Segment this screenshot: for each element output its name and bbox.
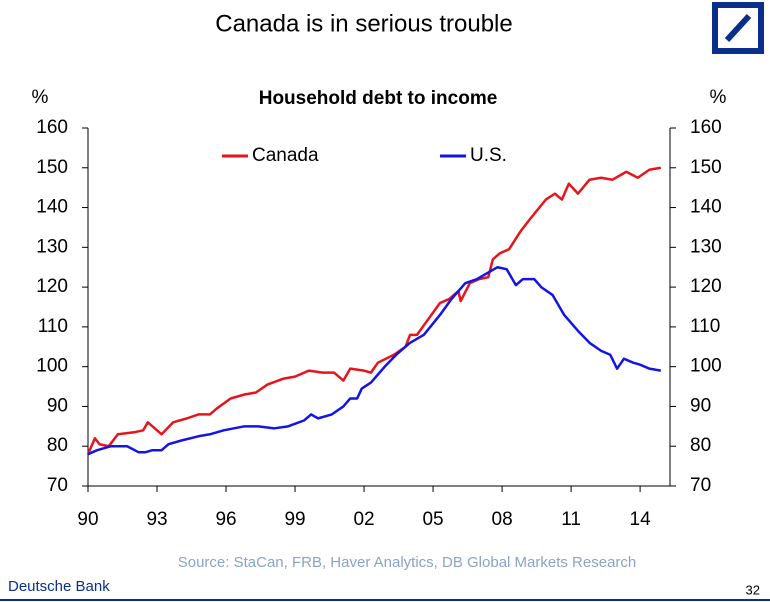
y2-tick-label: 150 [690, 157, 722, 178]
x-tick-label: 05 [422, 509, 443, 530]
series-line [87, 265, 662, 456]
x-tick-label: 99 [284, 509, 305, 530]
y2-tick-label: 120 [690, 276, 722, 297]
y-tick-label: 140 [36, 197, 68, 218]
legend-label: U.S. [470, 145, 507, 166]
y-tick-label: 150 [36, 157, 68, 178]
y-tick-label: 100 [36, 356, 68, 377]
x-tick-label: 90 [77, 509, 98, 530]
chart-subtitle: Household debt to income [259, 88, 498, 109]
source: Source: StaCan, FRB, Haver Analytics, DB… [178, 554, 637, 571]
x-tick-label: 11 [561, 509, 581, 530]
y-tick-label: 120 [36, 276, 68, 297]
series-line [86, 166, 662, 455]
y2-tick-label: 140 [690, 197, 722, 218]
y2-tick-label: 100 [690, 356, 722, 377]
y-axis-label: % [32, 87, 49, 108]
footer: Deutsche Bank [8, 578, 110, 595]
y2-tick-label: 70 [690, 475, 711, 496]
x-tick-label: 96 [215, 509, 236, 530]
y-tick-label: 160 [36, 117, 68, 138]
y-tick-label: 70 [47, 475, 68, 496]
page-number: 32 [746, 582, 760, 597]
y2-tick-label: 80 [690, 435, 711, 456]
y2-tick-label: 110 [690, 316, 720, 337]
x-tick-label: 14 [630, 509, 652, 530]
x-tick-label: 02 [353, 509, 374, 530]
y2-tick-label: 130 [690, 236, 722, 257]
x-tick-label: 08 [492, 509, 513, 530]
y-tick-label: 130 [36, 236, 68, 257]
x-tick-label: 93 [146, 509, 167, 530]
y2-axis-label: % [710, 87, 727, 108]
chart-title: Canada is in serious trouble [215, 10, 513, 37]
y2-tick-label: 90 [690, 395, 711, 416]
legend-label: Canada [252, 145, 319, 166]
logo [712, 2, 764, 54]
y-tick-label: 110 [38, 316, 68, 337]
y2-tick-label: 160 [690, 117, 722, 138]
y-tick-label: 90 [47, 395, 68, 416]
y-tick-label: 80 [47, 435, 68, 456]
